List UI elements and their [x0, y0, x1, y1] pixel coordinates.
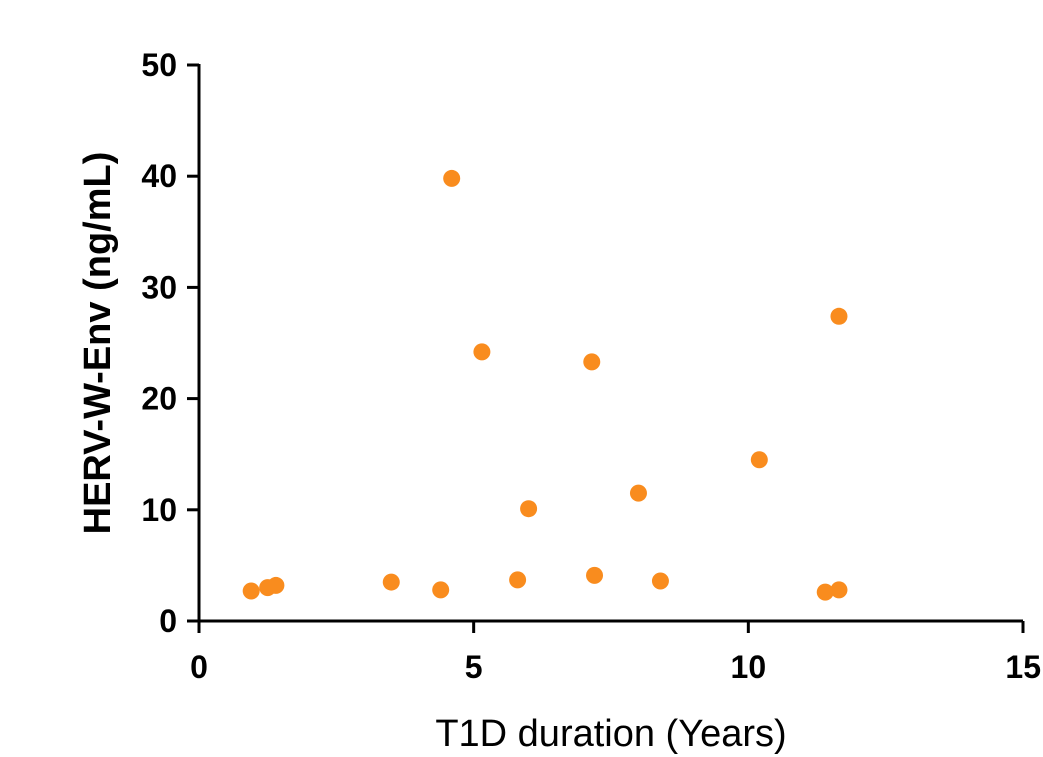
data-point [651, 572, 669, 590]
data-point [267, 576, 285, 594]
data-point [382, 573, 400, 591]
data-point [750, 451, 768, 469]
data-point [830, 307, 848, 325]
data-points [242, 169, 848, 601]
data-point [830, 581, 848, 599]
data-point [586, 566, 604, 584]
y-tick-label: 0 [159, 603, 177, 639]
x-tick-label: 15 [1005, 649, 1041, 685]
y-tick-label: 40 [141, 158, 177, 194]
data-point [473, 343, 491, 361]
data-point [583, 353, 601, 371]
x-axis-ticks: 0 5 10 15 [190, 621, 1041, 685]
x-tick-label: 0 [190, 649, 208, 685]
y-axis-ticks: 0 10 20 30 40 50 [141, 47, 199, 639]
y-tick-label: 20 [141, 381, 177, 417]
y-tick-label: 10 [141, 492, 177, 528]
data-point [520, 500, 538, 518]
y-axis-title: HERV-W-Env (ng/mL) [77, 152, 119, 535]
y-tick-label: 30 [141, 269, 177, 305]
data-point [432, 581, 450, 599]
data-point [509, 571, 527, 589]
data-point [242, 582, 260, 600]
x-tick-label: 10 [731, 649, 767, 685]
data-point [629, 484, 647, 502]
x-tick-label: 5 [465, 649, 483, 685]
data-point [816, 583, 834, 601]
data-point [443, 169, 461, 187]
y-tick-label: 50 [141, 47, 177, 83]
x-axis-title: T1D duration (Years) [435, 713, 786, 755]
